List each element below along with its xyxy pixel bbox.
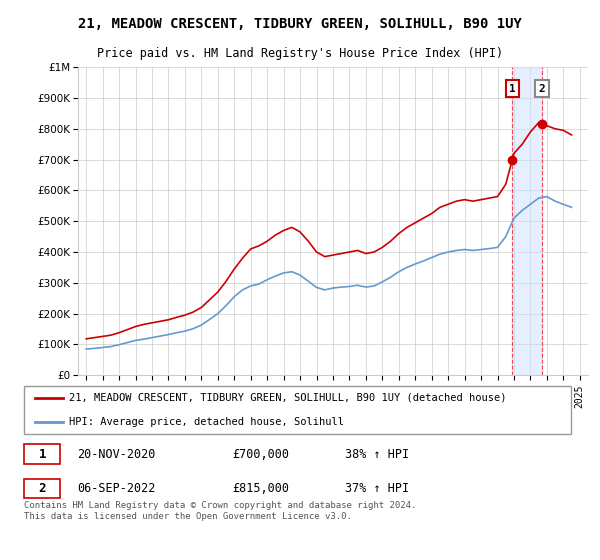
Text: 21, MEADOW CRESCENT, TIDBURY GREEN, SOLIHULL, B90 1UY: 21, MEADOW CRESCENT, TIDBURY GREEN, SOLI… xyxy=(78,17,522,31)
Text: 38% ↑ HPI: 38% ↑ HPI xyxy=(345,447,409,461)
Text: 2: 2 xyxy=(38,482,46,495)
FancyBboxPatch shape xyxy=(23,445,60,464)
Text: Contains HM Land Registry data © Crown copyright and database right 2024.
This d: Contains HM Land Registry data © Crown c… xyxy=(23,501,416,521)
Text: 2: 2 xyxy=(539,84,545,94)
Text: 1: 1 xyxy=(38,447,46,461)
Text: £815,000: £815,000 xyxy=(232,482,289,495)
Text: 20-NOV-2020: 20-NOV-2020 xyxy=(77,447,155,461)
Text: Price paid vs. HM Land Registry's House Price Index (HPI): Price paid vs. HM Land Registry's House … xyxy=(97,47,503,60)
Text: 37% ↑ HPI: 37% ↑ HPI xyxy=(345,482,409,495)
Text: 06-SEP-2022: 06-SEP-2022 xyxy=(77,482,155,495)
FancyBboxPatch shape xyxy=(23,479,60,498)
Text: 21, MEADOW CRESCENT, TIDBURY GREEN, SOLIHULL, B90 1UY (detached house): 21, MEADOW CRESCENT, TIDBURY GREEN, SOLI… xyxy=(69,393,506,403)
Text: 1: 1 xyxy=(509,84,515,94)
Text: HPI: Average price, detached house, Solihull: HPI: Average price, detached house, Soli… xyxy=(69,417,344,427)
Bar xyxy=(512,67,542,375)
FancyBboxPatch shape xyxy=(23,386,571,434)
Text: £700,000: £700,000 xyxy=(232,447,289,461)
